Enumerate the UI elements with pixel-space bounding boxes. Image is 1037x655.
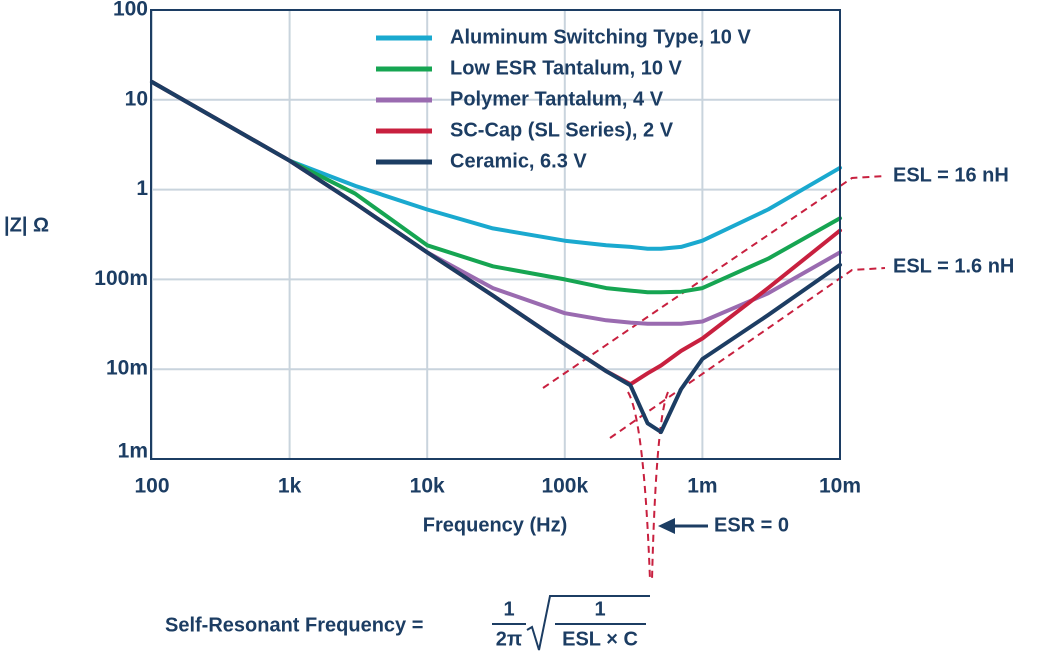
legend-label: Ceramic, 6.3 V <box>450 150 587 172</box>
formula-text: 1 <box>594 598 605 620</box>
y-tick-label: 1 <box>136 177 148 200</box>
y-axis-label: |Z| Ω <box>4 214 49 236</box>
resonance-guide-line <box>627 391 651 581</box>
formula-text: ESL × C <box>562 628 638 650</box>
x-axis-label: Frequency (Hz) <box>423 514 567 536</box>
legend-label: Aluminum Switching Type, 10 V <box>450 26 751 48</box>
series-line <box>150 80 842 251</box>
esl-label: ESL = 1.6 nH <box>893 255 1014 277</box>
series-line <box>150 80 842 295</box>
esl-guide-line <box>609 267 886 439</box>
esr-arrowhead <box>658 518 675 534</box>
x-tick-label: 10k <box>410 475 445 498</box>
x-tick-label: 100k <box>541 475 588 498</box>
sqrt-sign <box>526 595 650 651</box>
series-line <box>150 80 842 434</box>
formula-text: Self-Resonant Frequency = <box>165 614 423 636</box>
plot-frame <box>150 9 841 460</box>
esr-label: ESR = 0 <box>714 514 789 536</box>
esl-guide-line <box>542 175 886 389</box>
resonance-guide-line <box>651 391 669 581</box>
y-tick-label: 1m <box>118 440 148 463</box>
y-tick-label: 100 <box>113 0 148 21</box>
y-tick-label: 100m <box>94 267 148 290</box>
x-tick-label: 1m <box>687 475 717 498</box>
x-tick-label: 1k <box>278 475 302 498</box>
legend-label: Polymer Tantalum, 4 V <box>450 88 664 110</box>
y-tick-label: 10 <box>125 87 148 110</box>
legend: Aluminum Switching Type, 10 V Low ESR Tan… <box>376 26 751 172</box>
x-tick-label: 100 <box>134 475 169 498</box>
series-line <box>150 80 842 326</box>
legend-label: SC-Cap (SL Series), 2 V <box>450 119 674 141</box>
series-lines <box>150 80 842 434</box>
formula-text: 2π <box>496 628 522 650</box>
legend-label: Low ESR Tantalum, 10 V <box>450 57 683 79</box>
formula-text: 1 <box>503 598 514 620</box>
x-tick-label: 10m <box>819 475 861 498</box>
y-tick-label: 10m <box>106 357 148 380</box>
esl-label: ESL = 16 nH <box>893 164 1009 186</box>
